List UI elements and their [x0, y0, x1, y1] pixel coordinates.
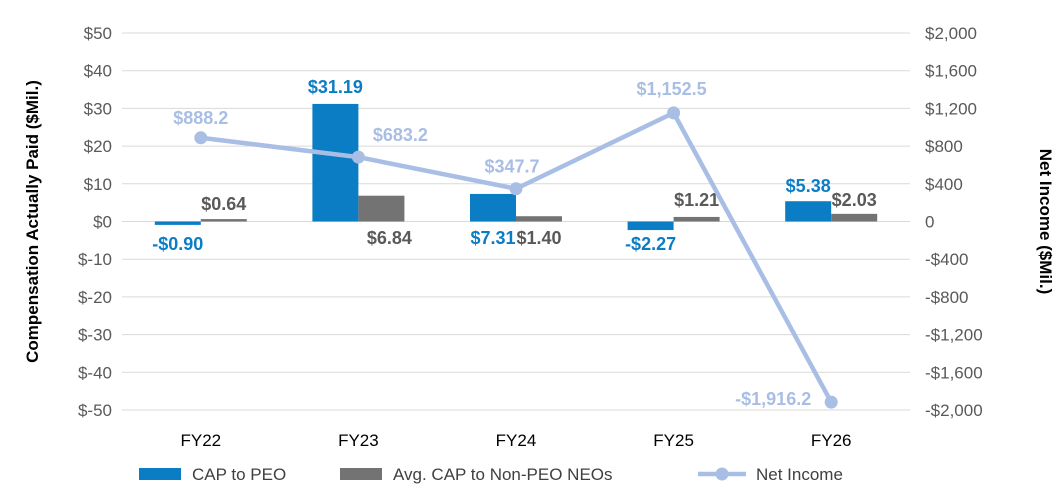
y2-tick-label: -$1,200	[925, 326, 983, 345]
y-tick-label: $0	[93, 213, 112, 232]
data-label-net-income: -$1,916.2	[735, 389, 811, 409]
legend-swatch-avg-cap-non-peo	[340, 468, 382, 480]
net-income-point	[194, 131, 208, 145]
bar-cap-to-peo	[154, 221, 201, 225]
y-tick-label: $30	[84, 99, 112, 118]
legend-label-net-income: Net Income	[756, 465, 843, 484]
bar-avg-cap-non-peo	[673, 216, 720, 222]
data-label-avg-cap-non-peo: $2.03	[832, 190, 877, 210]
x-tick-label: FY23	[338, 431, 379, 450]
y-tick-label: $-20	[78, 288, 112, 307]
bar-avg-cap-non-peo	[516, 216, 562, 222]
data-label-avg-cap-non-peo: $1.21	[674, 190, 719, 210]
net-income-point	[509, 182, 523, 196]
y-tick-label: $-50	[78, 401, 112, 420]
bar-cap-to-peo	[785, 201, 832, 222]
y2-tick-label: -$2,000	[925, 401, 983, 420]
data-label-net-income: $1,152.5	[637, 79, 707, 99]
y-tick-label: $20	[84, 137, 112, 156]
net-income-point	[351, 150, 365, 164]
y2-tick-label: $1,200	[925, 99, 977, 118]
data-label-cap-to-peo: -$0.90	[152, 234, 203, 254]
bar-cap-to-peo	[312, 103, 359, 222]
y2-axis-title: Net Income ($Mil.)	[1036, 149, 1055, 294]
data-label-avg-cap-non-peo: $6.84	[367, 228, 412, 248]
legend-marker-net-income	[715, 467, 729, 481]
y2-tick-label: -$800	[925, 288, 968, 307]
bar-avg-cap-non-peo	[831, 213, 878, 222]
x-tick-label: FY24	[496, 431, 537, 450]
y-tick-label: $-40	[78, 363, 112, 382]
bar-cap-to-peo	[470, 193, 516, 222]
bar-cap-to-peo	[627, 221, 674, 231]
y-tick-label: $40	[84, 62, 112, 81]
data-label-avg-cap-non-peo: $0.64	[201, 194, 246, 214]
data-label-net-income: $683.2	[373, 125, 428, 145]
y2-tick-label: $2,000	[925, 24, 977, 43]
y-tick-label: $10	[84, 175, 112, 194]
y-axis-title: Compensation Actually Paid ($Mil.)	[23, 80, 42, 363]
net-income-point	[824, 395, 838, 409]
x-tick-label: FY25	[653, 431, 694, 450]
y2-tick-label: $800	[925, 137, 963, 156]
y-tick-label: $50	[84, 24, 112, 43]
data-label-avg-cap-non-peo: $1.40	[516, 228, 561, 248]
y-tick-label: $-30	[78, 326, 112, 345]
y2-tick-label: 0	[925, 213, 934, 232]
data-label-net-income: $888.2	[173, 108, 228, 128]
bar-avg-cap-non-peo	[200, 219, 247, 222]
data-label-cap-to-peo: $31.19	[308, 77, 363, 97]
x-tick-label: FY22	[180, 431, 221, 450]
y2-tick-label: -$1,600	[925, 363, 983, 382]
legend-label-cap-to-peo: CAP to PEO	[192, 465, 286, 484]
legend-swatch-cap-to-peo	[139, 468, 181, 480]
y2-tick-label: -$400	[925, 250, 968, 269]
x-tick-label: FY26	[811, 431, 852, 450]
bar-avg-cap-non-peo	[358, 195, 405, 222]
data-label-cap-to-peo: $5.38	[786, 176, 831, 196]
data-label-cap-to-peo: $7.31	[470, 228, 515, 248]
legend-label-avg-cap-non-peo: Avg. CAP to Non-PEO NEOs	[393, 465, 613, 484]
data-label-cap-to-peo: -$2.27	[625, 234, 676, 254]
y2-tick-label: $1,600	[925, 62, 977, 81]
data-label-net-income: $347.7	[484, 157, 539, 177]
y-tick-label: $-10	[78, 250, 112, 269]
y2-tick-label: $400	[925, 175, 963, 194]
net-income-point	[667, 106, 681, 120]
